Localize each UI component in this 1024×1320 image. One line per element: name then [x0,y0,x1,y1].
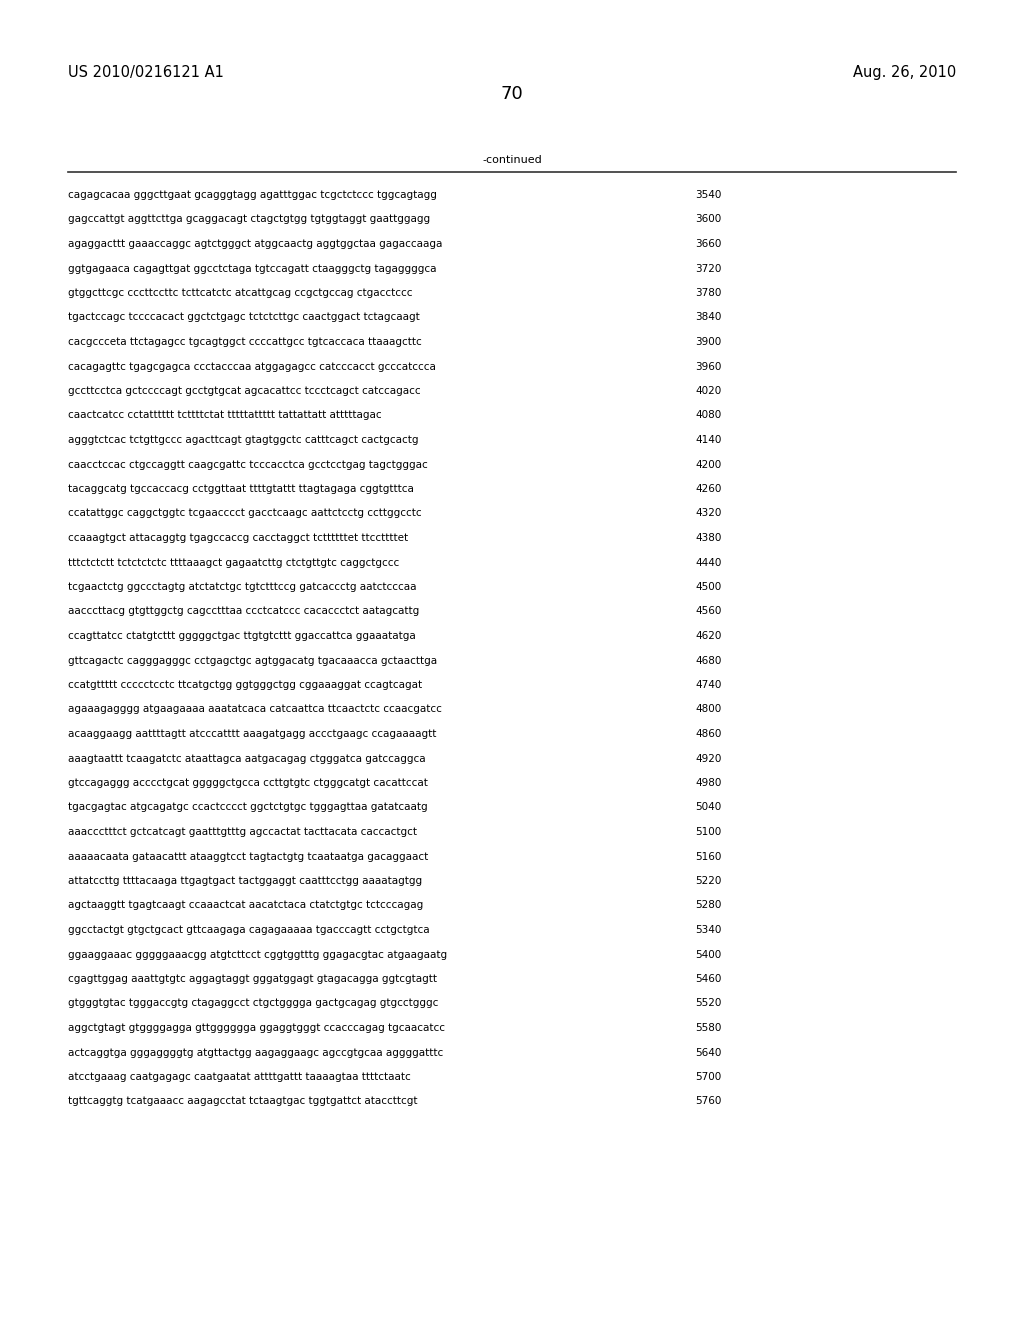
Text: caactcatcc cctatttttt tcttttctat tttttattttt tattattatt atttttagac: caactcatcc cctatttttt tcttttctat tttttat… [68,411,382,421]
Text: 4320: 4320 [695,508,721,519]
Text: gtgggtgtac tgggaccgtg ctagaggcct ctgctgggga gactgcagag gtgcctgggc: gtgggtgtac tgggaccgtg ctagaggcct ctgctgg… [68,998,438,1008]
Text: tttctctctt tctctctctc ttttaaagct gagaatcttg ctctgttgtc caggctgccc: tttctctctt tctctctctc ttttaaagct gagaatc… [68,557,399,568]
Text: tgactccagc tccccacact ggctctgagc tctctcttgc caactggact tctagcaagt: tgactccagc tccccacact ggctctgagc tctctct… [68,313,420,322]
Text: agaggacttt gaaaccaggc agtctgggct atggcaactg aggtggctaa gagaccaaga: agaggacttt gaaaccaggc agtctgggct atggcaa… [68,239,442,249]
Text: 4740: 4740 [695,680,721,690]
Text: gtccagaggg acccctgcat gggggctgcca ccttgtgtc ctgggcatgt cacattccat: gtccagaggg acccctgcat gggggctgcca ccttgt… [68,777,428,788]
Text: 4200: 4200 [695,459,721,470]
Text: 4260: 4260 [695,484,721,494]
Text: actcaggtga gggaggggtg atgttactgg aagaggaagc agccgtgcaa aggggatttc: actcaggtga gggaggggtg atgttactgg aagagga… [68,1048,443,1057]
Text: 4560: 4560 [695,606,721,616]
Text: 5400: 5400 [695,949,721,960]
Text: 4680: 4680 [695,656,721,665]
Text: 5760: 5760 [695,1097,721,1106]
Text: attatccttg ttttacaaga ttgagtgact tactggaggt caatttcctgg aaaatagtgg: attatccttg ttttacaaga ttgagtgact tactgga… [68,876,422,886]
Text: 4860: 4860 [695,729,721,739]
Text: atcctgaaag caatgagagc caatgaatat attttgattt taaaagtaa ttttctaatc: atcctgaaag caatgagagc caatgaatat attttga… [68,1072,411,1082]
Text: 4020: 4020 [695,385,721,396]
Text: caacctccac ctgccaggtt caagcgattc tcccacctca gcctcctgag tagctgggac: caacctccac ctgccaggtt caagcgattc tcccacc… [68,459,428,470]
Text: cacgccceta ttctagagcc tgcagtggct ccccattgcc tgtcaccaca ttaaagcttc: cacgccceta ttctagagcc tgcagtggct ccccatt… [68,337,422,347]
Text: ccatattggc caggctggtc tcgaacccct gacctcaagc aattctcctg ccttggcctc: ccatattggc caggctggtc tcgaacccct gacctca… [68,508,422,519]
Text: agggtctcac tctgttgccc agacttcagt gtagtggctc catttcagct cactgcactg: agggtctcac tctgttgccc agacttcagt gtagtgg… [68,436,419,445]
Text: -continued: -continued [482,154,542,165]
Text: 5100: 5100 [695,828,721,837]
Text: 5340: 5340 [695,925,721,935]
Text: aaaaacaata gataacattt ataaggtcct tagtactgtg tcaataatga gacaggaact: aaaaacaata gataacattt ataaggtcct tagtact… [68,851,428,862]
Text: 4380: 4380 [695,533,721,543]
Text: 5220: 5220 [695,876,721,886]
Text: 5040: 5040 [695,803,721,813]
Text: 3840: 3840 [695,313,721,322]
Text: 3960: 3960 [695,362,721,371]
Text: 4920: 4920 [695,754,721,763]
Text: agctaaggtt tgagtcaagt ccaaactcat aacatctaca ctatctgtgc tctcccagag: agctaaggtt tgagtcaagt ccaaactcat aacatct… [68,900,423,911]
Text: 5580: 5580 [695,1023,721,1034]
Text: cagagcacaa gggcttgaat gcagggtagg agatttggac tcgctctccc tggcagtagg: cagagcacaa gggcttgaat gcagggtagg agatttg… [68,190,437,201]
Text: agaaagagggg atgaagaaaa aaatatcaca catcaattca ttcaactctc ccaacgatcc: agaaagagggg atgaagaaaa aaatatcaca catcaa… [68,705,442,714]
Text: gtggcttcgc cccttccttc tcttcatctc atcattgcag ccgctgccag ctgacctccc: gtggcttcgc cccttccttc tcttcatctc atcattg… [68,288,413,298]
Text: 4140: 4140 [695,436,721,445]
Text: gagccattgt aggttcttga gcaggacagt ctagctgtgg tgtggtaggt gaattggagg: gagccattgt aggttcttga gcaggacagt ctagctg… [68,214,430,224]
Text: gttcagactc cagggagggc cctgagctgc agtggacatg tgacaaacca gctaacttga: gttcagactc cagggagggc cctgagctgc agtggac… [68,656,437,665]
Text: 4800: 4800 [695,705,721,714]
Text: ccaaagtgct attacaggtg tgagccaccg cacctaggct tcttttttet ttccttttet: ccaaagtgct attacaggtg tgagccaccg cacctag… [68,533,409,543]
Text: ggaaggaaac gggggaaacgg atgtcttcct cggtggtttg ggagacgtac atgaagaatg: ggaaggaaac gggggaaacgg atgtcttcct cggtgg… [68,949,447,960]
Text: Aug. 26, 2010: Aug. 26, 2010 [853,65,956,81]
Text: 3720: 3720 [695,264,721,273]
Text: 5280: 5280 [695,900,721,911]
Text: ggtgagaaca cagagttgat ggcctctaga tgtccagatt ctaagggctg tagaggggca: ggtgagaaca cagagttgat ggcctctaga tgtccag… [68,264,436,273]
Text: ccagttatcc ctatgtcttt gggggctgac ttgtgtcttt ggaccattca ggaaatatga: ccagttatcc ctatgtcttt gggggctgac ttgtgtc… [68,631,416,642]
Text: 4500: 4500 [695,582,721,591]
Text: 3780: 3780 [695,288,721,298]
Text: tgacgagtac atgcagatgc ccactcccct ggctctgtgc tgggagttaa gatatcaatg: tgacgagtac atgcagatgc ccactcccct ggctctg… [68,803,428,813]
Text: ccatgttttt ccccctcctc ttcatgctgg ggtgggctgg cggaaaggat ccagtcagat: ccatgttttt ccccctcctc ttcatgctgg ggtgggc… [68,680,422,690]
Text: ggcctactgt gtgctgcact gttcaagaga cagagaaaaa tgacccagtt cctgctgtca: ggcctactgt gtgctgcact gttcaagaga cagagaa… [68,925,430,935]
Text: cgagttggag aaattgtgtc aggagtaggt gggatggagt gtagacagga ggtcgtagtt: cgagttggag aaattgtgtc aggagtaggt gggatgg… [68,974,437,983]
Text: tacaggcatg tgccaccacg cctggttaat ttttgtattt ttagtagaga cggtgtttca: tacaggcatg tgccaccacg cctggttaat ttttgta… [68,484,414,494]
Text: gccttcctca gctccccagt gcctgtgcat agcacattcc tccctcagct catccagacc: gccttcctca gctccccagt gcctgtgcat agcacat… [68,385,421,396]
Text: tcgaactctg ggccctagtg atctatctgc tgtctttccg gatcaccctg aatctcccaa: tcgaactctg ggccctagtg atctatctgc tgtcttt… [68,582,417,591]
Text: 70: 70 [501,84,523,103]
Text: 5160: 5160 [695,851,721,862]
Text: 3660: 3660 [695,239,721,249]
Text: 3900: 3900 [695,337,721,347]
Text: 5700: 5700 [695,1072,721,1082]
Text: cacagagttc tgagcgagca ccctacccaa atggagagcc catcccacct gcccatccca: cacagagttc tgagcgagca ccctacccaa atggaga… [68,362,436,371]
Text: aaagtaattt tcaagatctc ataattagca aatgacagag ctgggatca gatccaggca: aaagtaattt tcaagatctc ataattagca aatgaca… [68,754,426,763]
Text: acaaggaagg aattttagtt atcccatttt aaagatgagg accctgaagc ccagaaaagtt: acaaggaagg aattttagtt atcccatttt aaagatg… [68,729,436,739]
Text: US 2010/0216121 A1: US 2010/0216121 A1 [68,65,224,81]
Text: aacccttacg gtgttggctg cagcctttaa ccctcatccc cacaccctct aatagcattg: aacccttacg gtgttggctg cagcctttaa ccctcat… [68,606,419,616]
Text: 5520: 5520 [695,998,721,1008]
Text: 5640: 5640 [695,1048,721,1057]
Text: 4440: 4440 [695,557,721,568]
Text: 4620: 4620 [695,631,721,642]
Text: 3540: 3540 [695,190,721,201]
Text: tgttcaggtg tcatgaaacc aagagcctat tctaagtgac tggtgattct ataccttcgt: tgttcaggtg tcatgaaacc aagagcctat tctaagt… [68,1097,418,1106]
Text: 4980: 4980 [695,777,721,788]
Text: 4080: 4080 [695,411,721,421]
Text: aggctgtagt gtggggagga gttgggggga ggaggtgggt ccacccagag tgcaacatcc: aggctgtagt gtggggagga gttgggggga ggaggtg… [68,1023,445,1034]
Text: 5460: 5460 [695,974,721,983]
Text: 3600: 3600 [695,214,721,224]
Text: aaaccctttct gctcatcagt gaatttgtttg agccactat tacttacata caccactgct: aaaccctttct gctcatcagt gaatttgtttg agcca… [68,828,417,837]
